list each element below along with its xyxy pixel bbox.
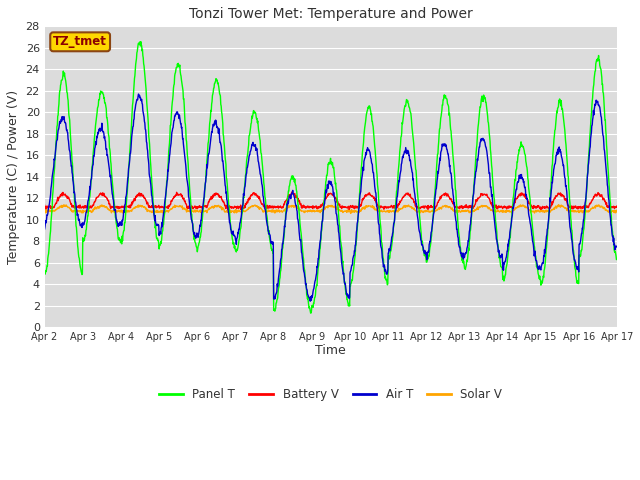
Text: TZ_tmet: TZ_tmet (53, 36, 107, 48)
X-axis label: Time: Time (316, 344, 346, 357)
Title: Tonzi Tower Met: Temperature and Power: Tonzi Tower Met: Temperature and Power (189, 7, 472, 21)
Y-axis label: Temperature (C) / Power (V): Temperature (C) / Power (V) (7, 90, 20, 264)
Legend: Panel T, Battery V, Air T, Solar V: Panel T, Battery V, Air T, Solar V (155, 384, 507, 406)
